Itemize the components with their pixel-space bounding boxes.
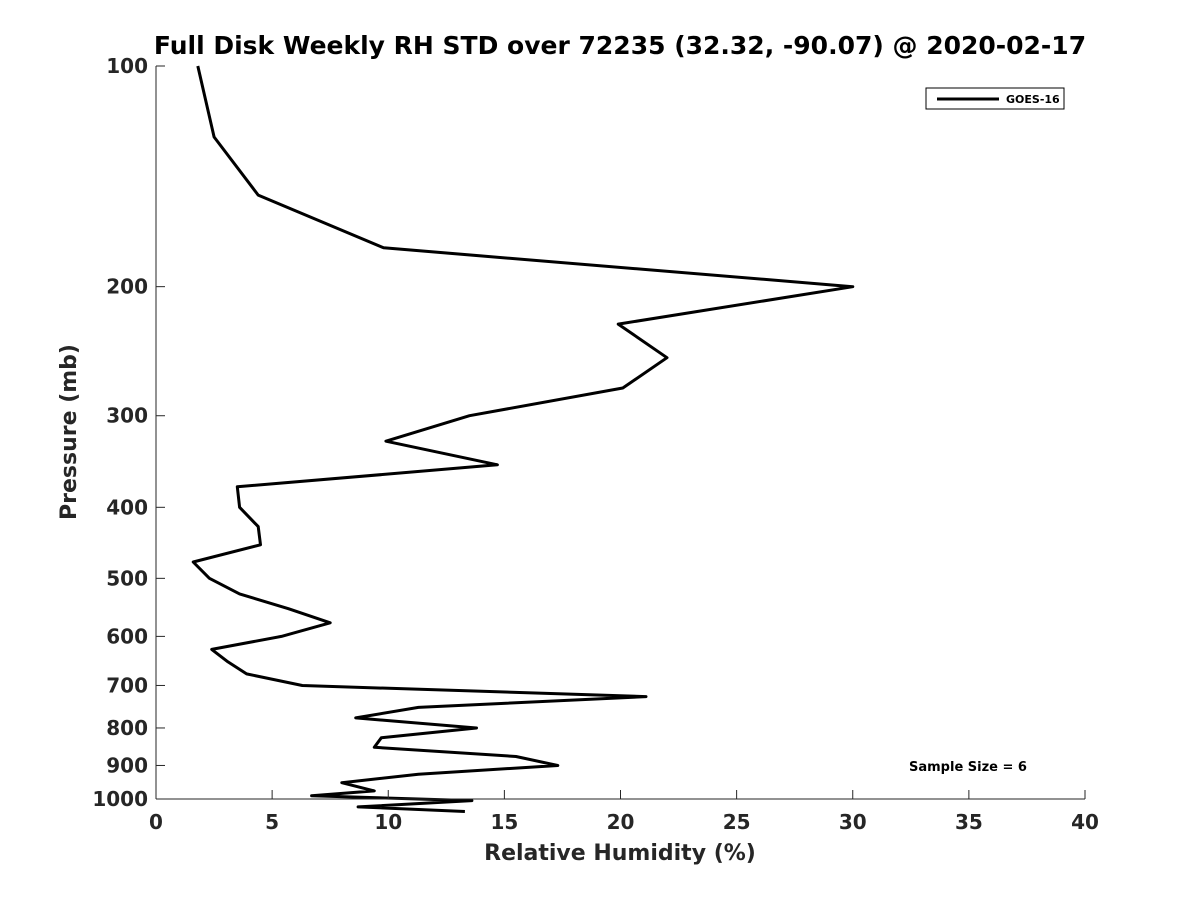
legend-label-goes-16: GOES-16 [1006, 93, 1060, 106]
axes-background [156, 66, 1085, 799]
y-axis-label: Pressure (mb) [57, 344, 82, 520]
x-tick-label: 10 [374, 810, 402, 834]
y-tick-label: 200 [106, 275, 148, 299]
x-tick-label: 20 [607, 810, 635, 834]
x-tick-label: 25 [723, 810, 751, 834]
sample-size-annotation: Sample Size = 6 [909, 760, 1027, 775]
y-tick-label: 400 [106, 495, 148, 519]
chart-title: Full Disk Weekly RH STD over 72235 (32.3… [154, 31, 1086, 60]
y-tick-label: 800 [106, 716, 148, 740]
y-tick-label: 600 [106, 624, 148, 648]
y-tick-label: 1000 [92, 787, 148, 811]
x-axis-label: Relative Humidity (%) [484, 841, 756, 866]
y-tick-label: 100 [106, 54, 148, 78]
plot-area [155, 65, 1085, 813]
x-axis-ticks: 0 5 10 15 20 25 30 35 40 [149, 790, 1099, 834]
y-tick-label: 300 [106, 404, 148, 428]
x-tick-label: 5 [265, 810, 279, 834]
legend: GOES-16 [925, 87, 1065, 110]
series-line-goes-16 [191, 65, 855, 813]
x-tick-label: 40 [1071, 810, 1099, 834]
x-tick-label: 15 [490, 810, 518, 834]
y-tick-label: 700 [106, 673, 148, 697]
y-tick-label: 900 [106, 753, 148, 777]
x-tick-label: 35 [955, 810, 983, 834]
x-tick-label: 0 [149, 810, 163, 834]
x-tick-label: 30 [839, 810, 867, 834]
y-axis-ticks: 100 200 300 400 500 600 700 800 900 1000 [92, 54, 165, 811]
y-tick-label: 500 [106, 566, 148, 590]
